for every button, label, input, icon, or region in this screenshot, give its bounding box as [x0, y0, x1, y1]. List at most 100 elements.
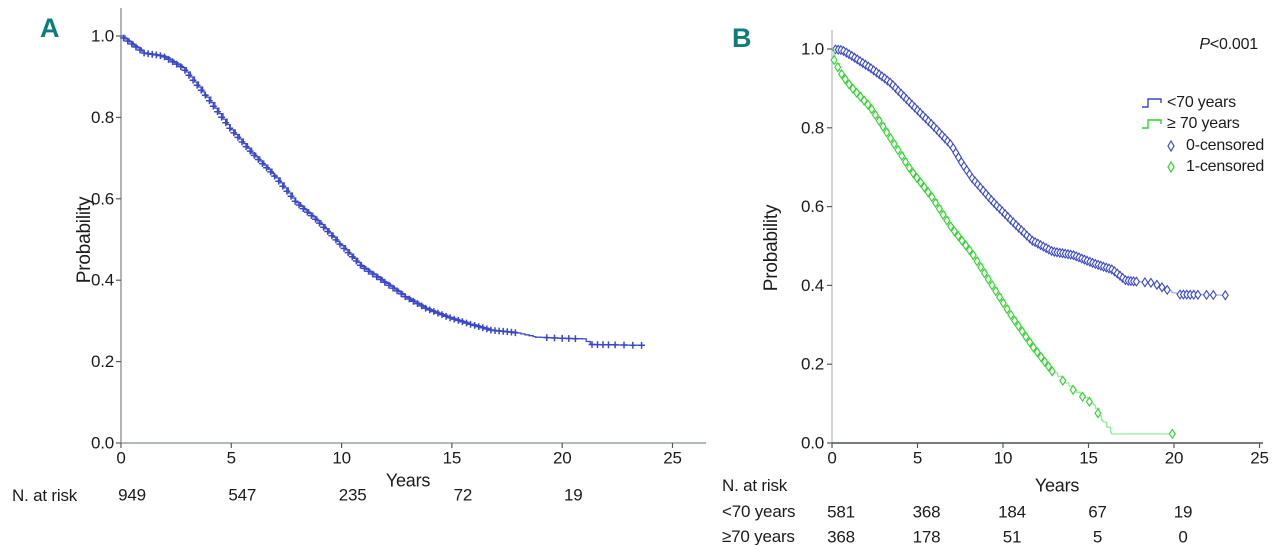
censor-plus-marker [629, 341, 637, 349]
censor-plus-marker [450, 315, 458, 323]
y-tick-label: 0.8 [91, 108, 114, 127]
censor-plus-marker [214, 108, 221, 116]
x-tick-label: 20 [1165, 449, 1184, 468]
censor-diamond-marker [1158, 282, 1166, 293]
censor-plus-marker [340, 245, 348, 252]
censor-plus-marker [120, 34, 127, 42]
censor-plus-marker [332, 236, 340, 244]
censor-diamond-marker [845, 79, 853, 90]
x-tick-label: 15 [1079, 449, 1098, 468]
censor-diamond-marker [898, 150, 906, 162]
censor-plus-marker [344, 249, 352, 256]
censor-diamond-marker [853, 87, 861, 98]
legend-item-under70-label: <70 years [1167, 94, 1236, 111]
censor-diamond-marker [1041, 356, 1049, 367]
censor-plus-marker [291, 197, 299, 205]
censor-diamond-marker [932, 197, 940, 209]
censor-diamond-marker [1022, 331, 1030, 343]
censor-plus-marker [234, 134, 242, 141]
censor-plus-marker [201, 91, 209, 99]
panel-b-y-axis-title: Probability [761, 204, 782, 292]
censor-plus-marker [401, 293, 409, 301]
censor-plus-marker [572, 335, 579, 343]
censor-plus-marker [438, 311, 446, 319]
censor-plus-marker [128, 40, 136, 48]
censor-diamond-marker [1202, 289, 1211, 301]
censor-plus-marker [193, 81, 201, 89]
censor-plus-marker [254, 156, 262, 163]
censor-plus-marker [352, 257, 360, 265]
risk-value: 0 [1178, 528, 1187, 545]
censor-diamond-marker [938, 130, 946, 141]
censor-plus-marker [246, 147, 254, 155]
censor-plus-marker [169, 58, 176, 66]
censor-plus-marker [250, 152, 258, 159]
censor-diamond-marker [984, 274, 992, 285]
censor-diamond-marker [944, 135, 952, 147]
censor-diamond-marker [943, 215, 951, 226]
censor-diamond-marker [917, 177, 925, 188]
y-tick-label: 1.0 [801, 40, 824, 59]
legend-step-glyph [1142, 98, 1162, 108]
censor-plus-marker [181, 66, 189, 74]
censor-plus-marker [479, 324, 487, 332]
legend-item-0censored-label: 0-censored [1186, 137, 1265, 154]
censor-plus-marker [475, 323, 483, 330]
censor-diamond-marker [1037, 351, 1045, 363]
censor-diamond-marker [992, 285, 1000, 297]
censor-plus-marker [611, 341, 619, 349]
censor-diamond-marker [933, 124, 941, 135]
censor-plus-marker [336, 240, 344, 248]
censor-plus-marker [463, 319, 470, 327]
censor-plus-marker [161, 53, 168, 61]
risk-value: 19 [1174, 503, 1193, 522]
legend-diamond-glyph [1167, 160, 1175, 174]
x-tick-label: 20 [553, 449, 572, 468]
censor-diamond-marker [864, 99, 872, 110]
legend-diamond-glyph [1167, 139, 1175, 153]
censor-plus-marker [565, 335, 573, 342]
censor-plus-marker [442, 312, 450, 320]
risk-value: 184 [998, 503, 1026, 522]
x-tick-label: 10 [332, 449, 351, 468]
censor-diamond-marker [996, 291, 1004, 303]
censor-plus-marker [543, 334, 551, 341]
panel-a-y-axis-title: Probability [74, 196, 95, 284]
panel-b-label: B [732, 23, 752, 53]
panel-b-risk-row-over70-label: ≥70 years [722, 527, 795, 545]
legend-step-glyph [1142, 119, 1162, 129]
censor-plus-marker [218, 113, 225, 121]
censor-diamond-marker [939, 209, 947, 220]
censor-plus-marker [295, 201, 303, 209]
survival-curve-allpatients [121, 35, 642, 346]
censor-diamond-marker [980, 267, 989, 279]
censor-plus-marker [405, 295, 413, 303]
censor-diamond-marker [868, 103, 876, 115]
censor-diamond-marker [1026, 336, 1034, 348]
censor-plus-marker [177, 63, 185, 70]
censor-plus-marker [259, 160, 266, 167]
y-tick-label: 0.4 [801, 276, 824, 295]
censor-diamond-marker [860, 95, 868, 106]
x-tick-label: 25 [1250, 449, 1269, 468]
x-tick-label: 0 [827, 449, 836, 468]
censor-diamond-marker [1011, 315, 1019, 326]
panel-a-n-at-risk-label: N. at risk [12, 486, 78, 505]
censor-diamond-marker [1147, 277, 1155, 289]
x-tick-label: 5 [913, 449, 922, 468]
panel-a-label: A [40, 13, 60, 43]
censor-diamond-marker [1085, 396, 1093, 407]
censor-plus-marker [605, 341, 612, 349]
censor-plus-marker [361, 265, 368, 272]
censor-plus-marker [324, 228, 332, 235]
censor-plus-marker [385, 281, 393, 289]
censor-diamond-marker [1194, 289, 1202, 301]
y-tick-label: 0.0 [801, 434, 824, 453]
censor-diamond-marker [1078, 391, 1087, 402]
censor-diamond-marker [1141, 277, 1149, 288]
censor-diamond-marker [1069, 384, 1077, 396]
censor-plus-marker [242, 143, 250, 150]
censor-diamond-marker [1029, 342, 1037, 353]
